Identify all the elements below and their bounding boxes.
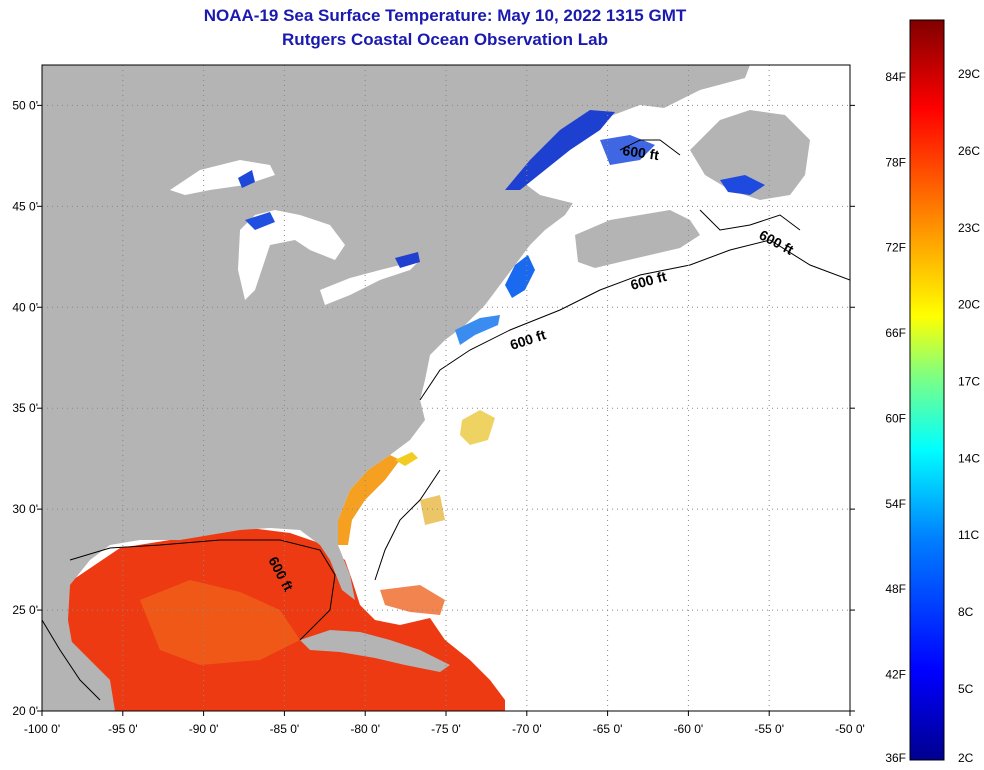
lon-tick-label: -60 0' — [674, 722, 704, 736]
gulf-stream-sst — [338, 455, 400, 545]
land-cuba — [300, 630, 450, 672]
colorbar-f-label: 60F — [885, 411, 906, 425]
land-north-america — [42, 65, 750, 700]
lat-tick-label: 40 0' — [12, 300, 38, 314]
lake-superior — [170, 160, 275, 195]
map-frame — [41, 64, 851, 712]
lon-tick-label: -80 0' — [350, 722, 380, 736]
lake-blue-patch-2 — [395, 252, 420, 268]
lake-blue-patch — [245, 212, 275, 230]
colorbar-c-label: 29C — [958, 67, 980, 81]
gulf-stream-yellow — [395, 452, 418, 466]
colorbar-c-label: 14C — [958, 451, 980, 465]
lon-tick-label: -50 0' — [835, 722, 865, 736]
offshore-warm-patch-2 — [420, 495, 445, 525]
st-lawrence-sst-2 — [600, 135, 655, 165]
lat-tick-label: 35 0' — [12, 401, 38, 415]
map-subtitle: Rutgers Coastal Ocean Observation Lab — [282, 30, 608, 49]
lon-tick-label: -90 0' — [189, 722, 219, 736]
lon-tick-label: -100 0' — [24, 722, 60, 736]
colorbar-c-label: 11C — [958, 528, 979, 542]
colorbar-c-label: 17C — [958, 374, 980, 388]
land-maritimes — [575, 210, 700, 268]
colorbar-f-label: 78F — [885, 155, 906, 169]
colorbar-f-label: 36F — [885, 751, 906, 765]
lat-tick-label: 25 0' — [12, 603, 38, 617]
colorbar-c-label: 26C — [958, 144, 980, 158]
lon-tick-label: -95 0' — [108, 722, 138, 736]
lon-tick-label: -85 0' — [270, 722, 300, 736]
colorbar-f-label: 72F — [885, 241, 906, 255]
lat-tick-label: 20 0' — [12, 704, 38, 718]
gulf-of-maine-sst — [505, 255, 535, 298]
isobath-contour — [42, 139, 850, 701]
colorbar-c-label: 8C — [958, 605, 974, 619]
st-lawrence-sst — [505, 110, 615, 190]
land-newfoundland — [690, 110, 810, 200]
colorbar-c-label: 2C — [958, 751, 974, 765]
contour-label: 600 ft — [622, 142, 661, 163]
colorbar-c-label: 23C — [958, 221, 980, 235]
colorbar-f-label: 54F — [885, 497, 906, 511]
lake-michigan-huron — [238, 210, 345, 300]
caribbean-sst — [380, 585, 445, 615]
lon-tick-label: -75 0' — [431, 722, 461, 736]
lon-tick-label: -55 0' — [754, 722, 784, 736]
gulf-warm-patches — [140, 580, 300, 665]
land-yucatan — [42, 640, 115, 711]
lat-tick-label: 30 0' — [12, 502, 38, 516]
colorbar-ticks: 36F 42F 48F 54F 60F 66F 72F 78F 84F 2C 5C 8C 11C 14C 1… — [885, 67, 980, 765]
lake-erie-ontario — [320, 260, 420, 305]
lake-blue-patch-3 — [238, 170, 255, 188]
lat-tick-label: 50 0' — [12, 98, 38, 112]
map-title: NOAA-19 Sea Surface Temperature: May 10,… — [203, 6, 687, 25]
offshore-warm-patch — [460, 410, 495, 445]
colorbar-f-label: 48F — [885, 582, 906, 596]
newfoundland-coast-sst — [720, 175, 765, 195]
lat-tick-label: 45 0' — [12, 199, 38, 213]
colorbar-f-label: 66F — [885, 326, 906, 340]
lon-tick-label: -70 0' — [512, 722, 542, 736]
lon-tick-label: -65 0' — [593, 722, 623, 736]
mid-atlantic-sst — [455, 315, 500, 345]
colorbar-f-label: 42F — [885, 668, 906, 682]
colorbar-c-label: 20C — [958, 298, 980, 312]
colorbar-c-label: 5C — [958, 682, 974, 696]
colorbar — [909, 19, 945, 761]
colorbar-f-label: 84F — [885, 70, 906, 84]
axis-ticks: -100 0' -95 0' -90 0' -85 0' -80 0' -75 0' -70… — [12, 98, 864, 736]
